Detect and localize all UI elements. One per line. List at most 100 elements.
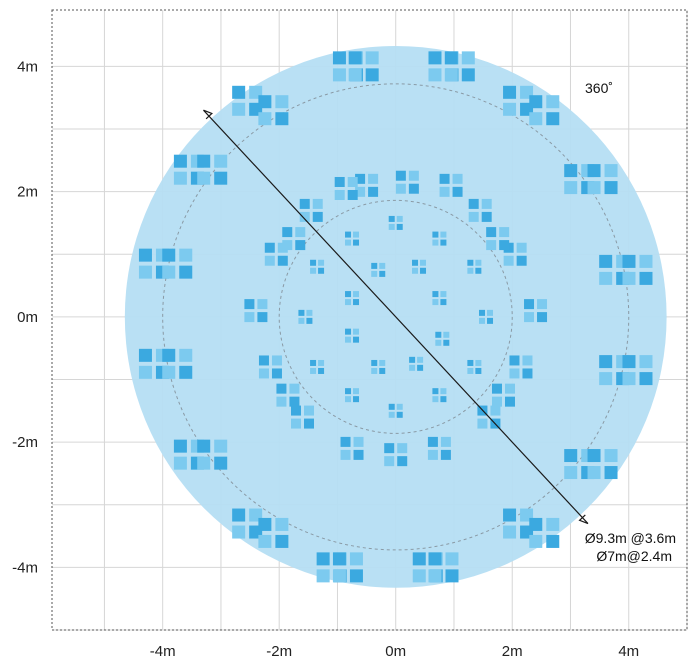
tile-square xyxy=(179,348,193,362)
y-tick-label: -4m xyxy=(12,559,38,576)
tile-cluster xyxy=(197,439,228,470)
tile-square xyxy=(355,173,366,184)
y-tick-label: 2m xyxy=(17,184,38,201)
tile-square xyxy=(353,388,360,395)
tile-square xyxy=(345,231,352,238)
tile-square xyxy=(345,328,352,335)
tile-square xyxy=(467,359,474,366)
tile-square xyxy=(432,396,439,403)
tile-square xyxy=(214,154,228,168)
tile-square xyxy=(522,368,533,379)
tile-square xyxy=(587,449,601,463)
tile-cluster xyxy=(529,517,560,548)
tile-square xyxy=(396,411,403,418)
tile-square xyxy=(639,372,653,386)
tile-square xyxy=(468,211,479,222)
tile-cluster xyxy=(348,51,379,82)
tile-square xyxy=(428,552,442,566)
tile-square xyxy=(316,552,330,566)
tile-cluster xyxy=(509,355,533,379)
tile-square xyxy=(639,271,653,285)
tile-square xyxy=(524,312,535,323)
tile-square xyxy=(440,436,451,447)
tile-square xyxy=(444,51,458,65)
tile-square xyxy=(257,312,268,323)
tile-square xyxy=(368,173,379,184)
tile-square xyxy=(299,198,310,209)
tile-cluster xyxy=(334,176,358,200)
tile-square xyxy=(417,356,424,363)
tile-square xyxy=(467,367,474,374)
tile-square xyxy=(445,552,459,566)
tile-square xyxy=(353,299,360,306)
plot-border xyxy=(51,9,688,631)
tile-square xyxy=(435,339,442,346)
tile-square xyxy=(232,102,246,116)
tile-square xyxy=(529,112,543,126)
tile-cluster xyxy=(355,173,379,197)
tile-square xyxy=(275,517,289,531)
tile-square xyxy=(440,299,447,306)
tile-square xyxy=(282,227,293,238)
tile-cluster xyxy=(479,309,494,324)
tile-cluster xyxy=(467,259,482,274)
tile-square xyxy=(439,186,450,197)
tile-cluster xyxy=(435,331,450,346)
tile-square xyxy=(173,439,187,453)
tile-cluster xyxy=(371,262,386,277)
tile-square xyxy=(138,348,152,362)
tile-square xyxy=(467,267,474,274)
tile-cluster xyxy=(529,95,560,126)
tile-cluster xyxy=(395,170,419,194)
tile-square xyxy=(291,405,302,416)
tile-square xyxy=(443,331,450,338)
tile-square xyxy=(282,240,293,251)
tile-square xyxy=(379,367,386,374)
tile-square xyxy=(310,367,317,374)
tile-square xyxy=(491,383,502,394)
tile-square xyxy=(516,255,527,266)
tile-square xyxy=(345,388,352,395)
tile-square xyxy=(546,517,560,531)
y-tick-label: -2m xyxy=(12,434,38,451)
tile-cluster xyxy=(258,95,289,126)
tile-square xyxy=(179,248,193,262)
tile-square xyxy=(334,189,345,200)
tile-square xyxy=(289,396,300,407)
tile-cluster xyxy=(409,356,424,371)
tile-square xyxy=(408,170,419,181)
tile-square xyxy=(162,365,176,379)
tile-square xyxy=(546,112,560,126)
tile-square xyxy=(420,259,427,266)
tile-cluster xyxy=(444,51,475,82)
tile-square xyxy=(379,359,386,366)
tile-square xyxy=(432,239,439,246)
tile-square xyxy=(599,271,613,285)
tile-square xyxy=(397,443,408,454)
tile-square xyxy=(477,418,488,429)
y-axis-ticks: 4m 2m 0m -2m -4m xyxy=(12,58,38,576)
tile-square xyxy=(537,312,548,323)
tile-square xyxy=(312,211,323,222)
tile-square xyxy=(334,176,345,187)
tile-square xyxy=(349,569,363,583)
angle-label: 360˚ xyxy=(585,80,613,96)
tile-square xyxy=(310,259,317,266)
tile-cluster xyxy=(258,355,282,379)
tile-square xyxy=(503,85,517,99)
tile-cluster xyxy=(298,309,313,324)
tile-square xyxy=(345,336,352,343)
dimension-label-primary: Ø9.3m @3.6m xyxy=(585,530,676,546)
y-tick-label: 4m xyxy=(17,58,38,75)
tile-square xyxy=(546,95,560,109)
tile-square xyxy=(353,396,360,403)
tile-square xyxy=(295,240,306,251)
tile-square xyxy=(440,449,451,460)
tile-square xyxy=(444,68,458,82)
tile-cluster xyxy=(439,173,463,197)
tile-square xyxy=(353,328,360,335)
tile-cluster xyxy=(162,248,193,279)
x-tick-label: 4m xyxy=(618,643,639,660)
tile-square xyxy=(264,255,275,266)
tile-square xyxy=(604,181,618,195)
